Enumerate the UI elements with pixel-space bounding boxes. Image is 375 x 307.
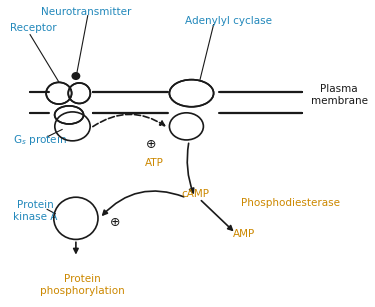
Text: Neurotransmitter: Neurotransmitter <box>41 7 131 17</box>
Text: Phosphodiesterase: Phosphodiesterase <box>241 198 340 208</box>
Text: Plasma
membrane: Plasma membrane <box>310 84 368 106</box>
Text: Adenylyl cyclase: Adenylyl cyclase <box>185 17 272 26</box>
Text: cAMP: cAMP <box>181 189 209 199</box>
Text: Receptor: Receptor <box>10 23 56 33</box>
Text: Protein
phosphorylation: Protein phosphorylation <box>40 274 125 296</box>
Text: ATP: ATP <box>145 157 164 168</box>
Text: $\oplus$: $\oplus$ <box>145 138 156 151</box>
Bar <box>168 111 219 114</box>
Circle shape <box>72 73 80 79</box>
Bar <box>49 90 91 93</box>
Text: AMP: AMP <box>233 229 255 239</box>
Text: Protein
kinase A: Protein kinase A <box>13 200 57 222</box>
Text: $\oplus$: $\oplus$ <box>110 216 121 229</box>
Text: G$_s$ protein: G$_s$ protein <box>13 133 67 147</box>
Bar <box>49 111 91 114</box>
Bar <box>168 90 219 93</box>
